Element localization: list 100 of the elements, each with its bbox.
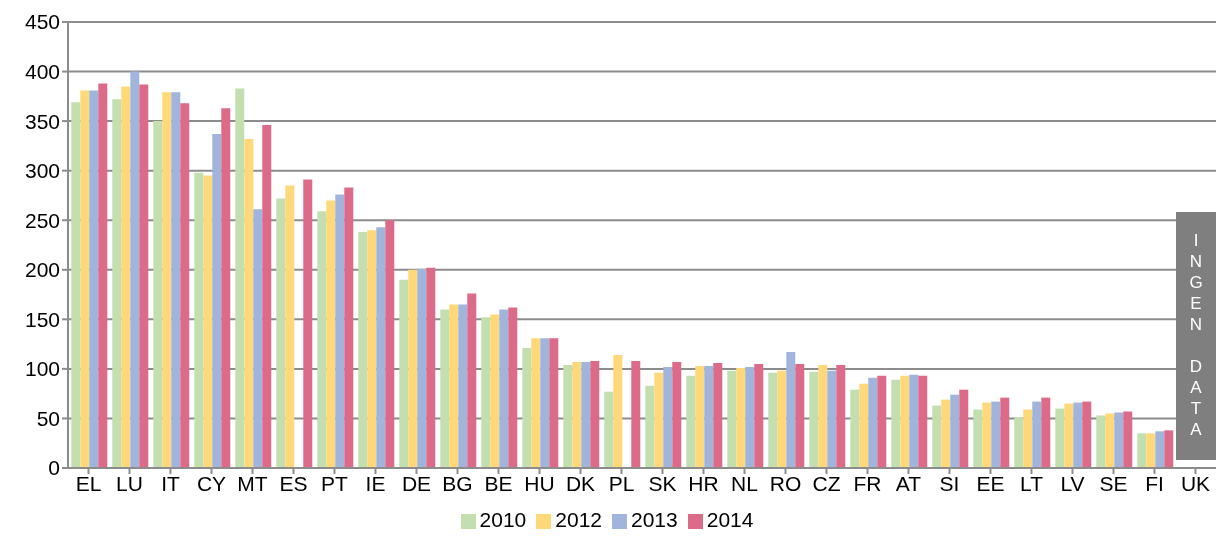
x-tick-label: CZ [812, 471, 841, 495]
bar [467, 293, 477, 468]
bar [139, 84, 149, 468]
bar [162, 92, 172, 468]
bar [112, 99, 122, 468]
bar [877, 375, 887, 468]
bar [827, 370, 837, 468]
bar [344, 187, 354, 468]
bar [367, 230, 377, 468]
y-tick-label: 300 [24, 159, 60, 183]
bar [1041, 397, 1051, 468]
x-tick-label: FR [853, 471, 882, 495]
x-tick-label: IT [161, 471, 180, 495]
bar [581, 361, 591, 468]
bar [786, 352, 796, 468]
bar [909, 374, 919, 468]
legend-label: 2012 [555, 508, 602, 531]
bar [303, 179, 313, 468]
y-tick-label: 50 [36, 406, 60, 430]
bar [973, 409, 983, 468]
x-tick-label: SK [648, 471, 677, 495]
bar [563, 364, 573, 468]
bar [1032, 401, 1042, 468]
bar [317, 211, 327, 468]
bar [991, 401, 1001, 468]
x-tick-label: BE [484, 471, 513, 495]
bar [932, 405, 942, 468]
bar [212, 134, 222, 468]
y-tick-label: 100 [24, 357, 60, 381]
bar [1082, 401, 1092, 468]
y-tick-label: 350 [24, 109, 60, 133]
y-tick-label: 150 [24, 307, 60, 331]
y-tick-label: 200 [24, 258, 60, 282]
bar [900, 375, 910, 468]
bar [426, 267, 436, 468]
bar [253, 209, 263, 468]
bar [1137, 433, 1147, 468]
x-tick-label: EL [75, 471, 102, 495]
x-tick-label: LV [1060, 471, 1085, 495]
bar [180, 103, 190, 468]
bar [449, 304, 459, 468]
bar [1073, 402, 1083, 468]
bar [98, 83, 108, 468]
bar [490, 314, 500, 468]
bar [244, 138, 254, 468]
x-tick-label: LU [116, 471, 143, 495]
legend-label: 2013 [631, 508, 678, 531]
bar [80, 90, 90, 468]
bar [549, 338, 559, 468]
bar [481, 317, 491, 468]
x-tick-label: CY [196, 471, 227, 495]
x-tick-label: ES [279, 471, 308, 495]
x-tick-label: MT [237, 471, 268, 495]
bar [385, 220, 395, 468]
bar [809, 371, 819, 468]
x-tick-label: PL [608, 471, 635, 495]
bar [1064, 403, 1074, 468]
y-tick-label: 0 [48, 456, 60, 480]
x-tick-label: HU [524, 471, 555, 495]
bar [203, 175, 213, 468]
x-tick-label: FI [1145, 471, 1164, 495]
x-tick-label: BG [442, 471, 473, 495]
bar [1055, 408, 1065, 468]
bar [499, 309, 509, 468]
bar [1023, 409, 1033, 468]
bar [777, 370, 787, 468]
bar [686, 375, 696, 468]
bar [1123, 411, 1133, 468]
bar [262, 125, 272, 468]
bar [1114, 412, 1124, 468]
bar [891, 379, 901, 468]
x-tick-label: SE [1099, 471, 1128, 495]
bar [531, 338, 541, 468]
bar [572, 361, 582, 468]
x-tick-label: NL [731, 471, 758, 495]
bar [950, 394, 960, 468]
bar [754, 363, 764, 468]
bar [1014, 417, 1024, 468]
bar [276, 198, 286, 468]
bar [982, 402, 992, 468]
bar [1096, 415, 1106, 468]
bar [285, 185, 295, 468]
bar [654, 372, 664, 468]
bar [335, 194, 345, 468]
bar [171, 92, 181, 468]
bar [941, 399, 951, 468]
bar [590, 360, 600, 468]
bar [358, 232, 368, 468]
bar [221, 108, 231, 468]
bar [959, 389, 969, 468]
bar [130, 71, 140, 468]
bar [326, 200, 336, 468]
bar [1155, 431, 1165, 468]
bar [704, 365, 714, 468]
bar [458, 304, 468, 468]
bar [399, 279, 409, 468]
bar [1000, 397, 1010, 468]
bar [417, 268, 427, 468]
bar [408, 269, 418, 468]
bar [1105, 413, 1115, 468]
